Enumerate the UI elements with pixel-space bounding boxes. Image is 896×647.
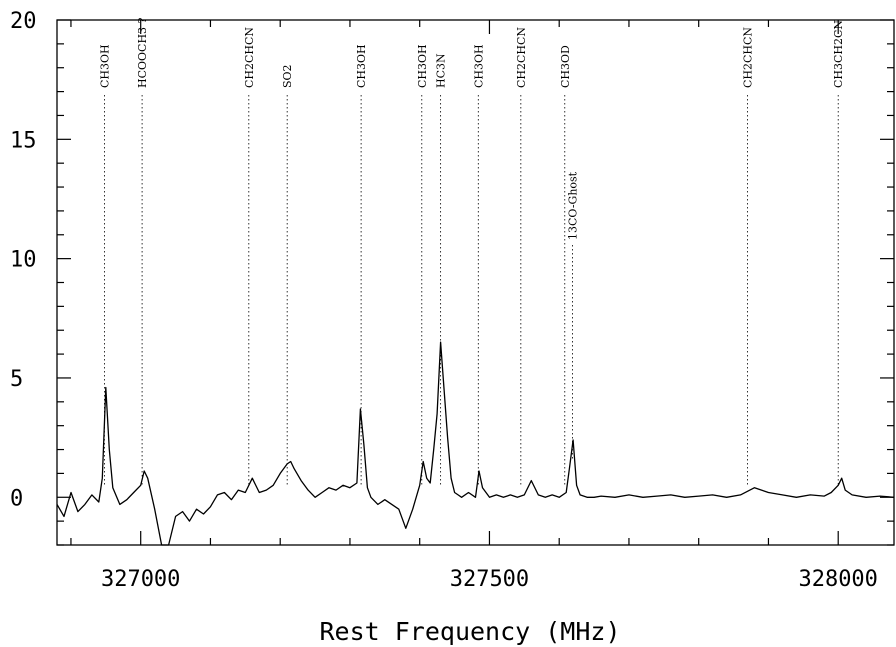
axes-layer: 327000 327500 328000 0 5 10 15 20 — [10, 9, 895, 592]
x-tick-label: 327000 — [101, 567, 180, 592]
line-id-label: CH2CHCN — [742, 27, 755, 88]
line-id-label: 13CO-Ghost — [566, 171, 579, 240]
line-id-label: HCOOCH3 ? — [136, 17, 149, 88]
line-id-label: CH3OH — [355, 44, 368, 88]
line-id-label: CH3OH — [472, 44, 485, 88]
line-id-label: CH3OD — [559, 45, 572, 88]
line-id-label: CH3OH — [98, 44, 111, 88]
line-id-label: CH2CHCN — [515, 27, 528, 88]
line-id-label: CH2CHCN — [243, 27, 256, 88]
y-tick-label: 5 — [10, 367, 23, 392]
line-id-label: SO2 — [281, 64, 294, 88]
y-tick-label: 0 — [10, 486, 23, 511]
y-tick-label: 20 — [10, 9, 37, 34]
y-tick-label: 15 — [10, 128, 37, 153]
x-tick-label: 328000 — [798, 567, 877, 592]
y-tick-label: 10 — [10, 248, 37, 273]
ids-layer: CH3OH HCOOCH3 ? CH2CHCN SO2 CH3OH CH3OH HC3N CH… — [98, 17, 845, 485]
plot-frame — [56, 19, 895, 546]
line-id-label: CH3CH2CN — [832, 20, 845, 88]
spectrum-series-line — [56, 341, 895, 546]
x-tick-label: 327500 — [450, 567, 529, 592]
x-axis-title: Rest Frequency (MHz) — [319, 617, 620, 646]
line-id-label: CH3OH — [416, 44, 429, 88]
line-id-label: HC3N — [435, 53, 448, 88]
